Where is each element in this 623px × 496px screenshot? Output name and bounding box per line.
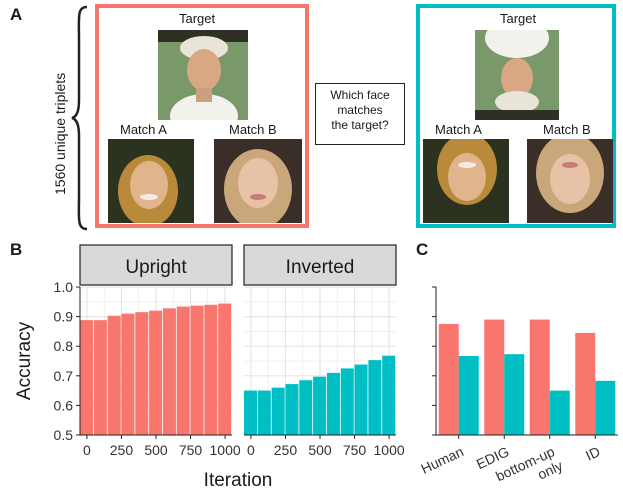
upright-match-b-photo xyxy=(214,139,302,223)
inverted-triplet-frame: Target Match A Match B xyxy=(416,4,616,228)
bar-upright-3 xyxy=(121,313,135,435)
bar-c-3-0 xyxy=(575,332,596,435)
bar-c-0-1 xyxy=(458,355,479,435)
x-tick-label: 0 xyxy=(83,442,91,458)
y-tick-label: 0.7 xyxy=(54,368,74,384)
y-tick-label: 0.6 xyxy=(54,397,74,413)
inverted-match-b-label: Match B xyxy=(543,122,591,137)
bar-inverted-5 xyxy=(313,376,327,435)
bar-upright-5 xyxy=(149,310,163,435)
y-tick-label: 0.8 xyxy=(54,338,74,354)
question-line-3: the target? xyxy=(331,118,389,132)
face-image-icon xyxy=(214,139,302,223)
bar-c-3-1 xyxy=(595,380,616,435)
face-image-icon xyxy=(527,139,613,223)
x-tick-label: 750 xyxy=(179,442,203,458)
inverted-match-a-photo xyxy=(423,139,509,223)
bar-inverted-9 xyxy=(368,360,382,435)
upright-target-photo xyxy=(158,30,248,120)
inverted-match-a-label: Match A xyxy=(435,122,482,137)
facet-title-0: Upright xyxy=(125,257,187,278)
x-tick-label: 500 xyxy=(308,442,332,458)
bar-upright-2 xyxy=(107,315,121,435)
bar-c-2-1 xyxy=(549,390,570,435)
facet-strip-1 xyxy=(243,244,397,286)
inverted-match-b-photo xyxy=(527,139,613,223)
bar-inverted-2 xyxy=(271,387,285,435)
y-tick-label: 0.5 xyxy=(54,427,74,443)
inverted-target-photo xyxy=(475,30,559,120)
facet-strip-0 xyxy=(79,244,233,286)
x-tick-label: 0 xyxy=(247,442,255,458)
bar-upright-7 xyxy=(176,306,190,435)
bar-upright-9 xyxy=(204,304,218,435)
face-image-icon xyxy=(423,139,509,223)
x-tick-label: 250 xyxy=(110,442,134,458)
x-tick-label: 1000 xyxy=(374,442,405,458)
y-tick-label: 1.0 xyxy=(54,279,74,295)
x-tick-label: 750 xyxy=(343,442,367,458)
bar-inverted-8 xyxy=(354,364,368,435)
upright-match-b-label: Match B xyxy=(229,122,277,137)
bar-upright-4 xyxy=(135,312,149,435)
bar-inverted-10 xyxy=(382,355,396,435)
x-tick-label: 1000 xyxy=(210,442,241,458)
bar-inverted-4 xyxy=(299,380,313,435)
bar-inverted-7 xyxy=(340,368,354,435)
upright-match-a-photo xyxy=(108,139,194,223)
panel-a-letter: A xyxy=(10,5,23,24)
facet-title-1: Inverted xyxy=(286,257,355,278)
y-axis-title: Accuracy xyxy=(14,321,35,400)
question-box: Which face matches the target? xyxy=(315,83,405,145)
x-tick-label: 250 xyxy=(274,442,298,458)
bar-c-2-0 xyxy=(529,319,550,435)
inverted-target-label: Target xyxy=(500,11,537,26)
panel-b-letter: B xyxy=(10,240,23,259)
question-line-1: Which face xyxy=(330,88,390,102)
curly-brace xyxy=(71,5,88,231)
panel-c-letter: C xyxy=(416,240,429,259)
bar-upright-8 xyxy=(190,305,204,435)
category-label-0-0: Human xyxy=(418,443,466,477)
face-image-icon xyxy=(475,30,559,120)
category-label-3-0: ID xyxy=(583,443,602,463)
face-image-icon xyxy=(108,139,194,223)
bar-upright-0 xyxy=(80,320,94,435)
face-image-icon xyxy=(158,30,248,120)
y-tick-label: 0.9 xyxy=(54,309,74,325)
upright-triplet-frame: Target Match A Match B xyxy=(95,4,309,228)
upright-target-label: Target xyxy=(179,11,216,26)
bar-inverted-1 xyxy=(257,390,271,435)
bar-upright-10 xyxy=(218,303,232,435)
bar-c-0-0 xyxy=(438,324,459,435)
bar-inverted-6 xyxy=(326,372,340,435)
bar-c-1-1 xyxy=(504,354,525,435)
bar-c-1-0 xyxy=(484,319,505,435)
bar-upright-1 xyxy=(93,320,107,435)
bar-inverted-3 xyxy=(285,384,299,435)
bar-upright-6 xyxy=(162,308,176,435)
x-axis-title: Iteration xyxy=(204,470,273,491)
question-line-2: matches xyxy=(337,103,383,117)
bar-inverted-0 xyxy=(244,390,258,435)
x-tick-label: 500 xyxy=(144,442,168,458)
upright-match-a-label: Match A xyxy=(120,122,167,137)
